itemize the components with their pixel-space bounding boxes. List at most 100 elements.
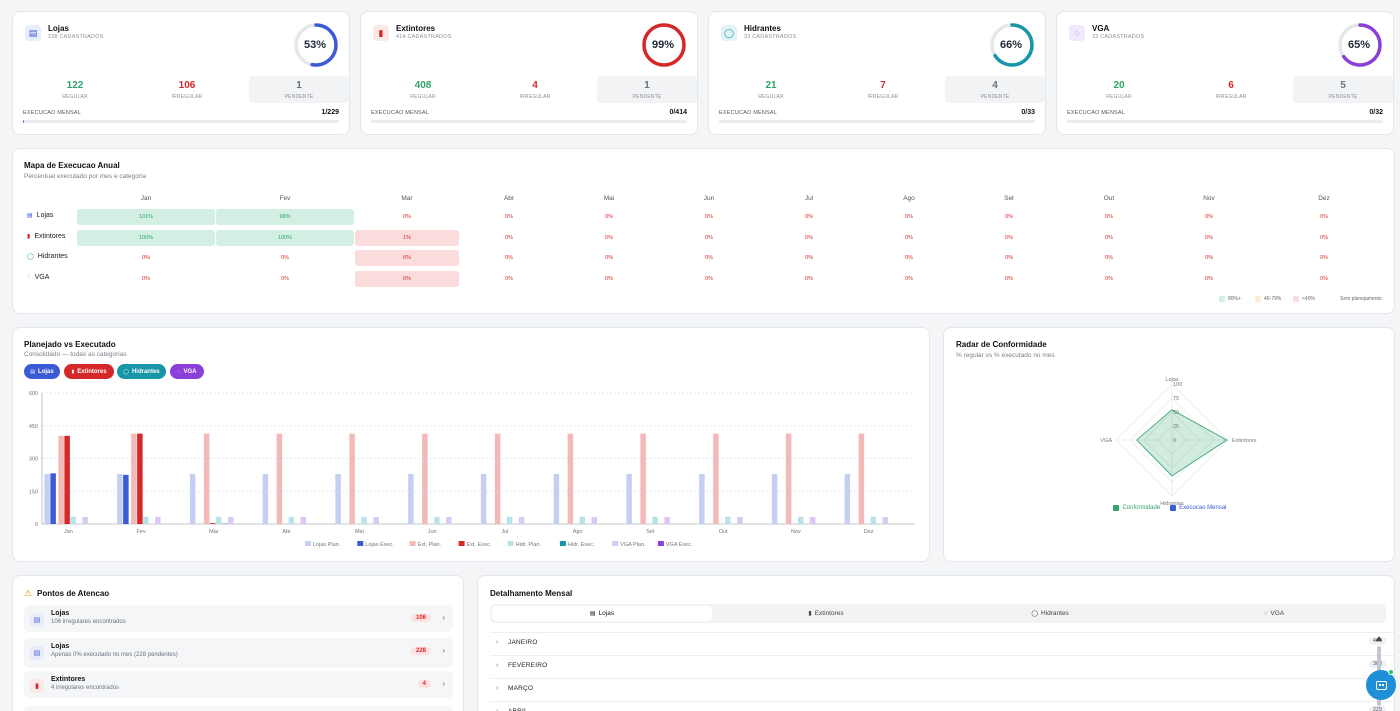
bar-vga-plan-jun[interactable] xyxy=(446,517,452,524)
heatmap-cell[interactable]: 1% xyxy=(355,229,459,246)
heatmap-cell[interactable]: 0% xyxy=(1320,275,1328,282)
heatmap-cell[interactable]: 0% xyxy=(1320,255,1328,261)
heatmap-cell[interactable]: 0% xyxy=(1005,275,1013,282)
bar-ext-plan-jun[interactable] xyxy=(422,433,428,524)
bar-ext-exec-mar[interactable] xyxy=(209,523,216,524)
bar-hidr-plan-abr[interactable] xyxy=(288,516,295,524)
attention-item[interactable]: ▤ Lojas Apenas 0% executado no mes (228 pe… xyxy=(24,638,453,668)
bar-lojas-plan-jul[interactable] xyxy=(480,474,487,524)
bar-lojas-exec-fev[interactable] xyxy=(123,474,129,524)
bar-ext-plan-set[interactable] xyxy=(640,433,646,524)
heatmap-cell[interactable]: 0% xyxy=(905,255,913,261)
bar-vga-plan-nov[interactable] xyxy=(809,517,816,524)
bar-vga-plan-mar[interactable] xyxy=(227,517,234,524)
bar-ext-plan-nov[interactable] xyxy=(785,433,792,524)
bar-lojas-plan-jun[interactable] xyxy=(408,474,414,524)
heatmap-cell[interactable]: 100% xyxy=(77,229,215,246)
bar-hidr-plan-nov[interactable] xyxy=(797,516,804,524)
heatmap-cell[interactable]: 0% xyxy=(1005,234,1013,241)
heatmap-cell[interactable]: 6% xyxy=(355,250,459,266)
heatmap-cell[interactable]: 0% xyxy=(1105,214,1113,220)
bar-lojas-plan-fev[interactable] xyxy=(117,474,123,524)
month-row[interactable]: › ABRIL 229 xyxy=(490,701,1394,711)
bar-vga-plan-fev[interactable] xyxy=(155,517,161,524)
assistant-button[interactable] xyxy=(1366,669,1396,700)
heatmap-cell[interactable]: 0% xyxy=(805,234,813,241)
bar-ext-plan-mai[interactable] xyxy=(349,433,355,524)
bar-hidr-plan-mar[interactable] xyxy=(215,516,222,524)
stat-card-hidrantes[interactable]: ◯ Hidrantes 33 CADASTRADOS 66% 21 REGULAR 7 IRR… xyxy=(708,11,1046,135)
heatmap-cell[interactable]: 0% xyxy=(1205,275,1213,282)
bar-lojas-plan-mai[interactable] xyxy=(335,474,341,524)
bar-lojas-plan-set[interactable] xyxy=(626,474,632,524)
heatmap-cell[interactable]: 0% xyxy=(1005,214,1013,220)
heatmap-cell[interactable]: 0% xyxy=(805,275,813,282)
bar-ext-plan-jul[interactable] xyxy=(494,433,501,524)
bar-vga-plan-ago[interactable] xyxy=(591,517,598,524)
attention-item[interactable]: ▮ Extintores 4 irregulares encontrados 4 › xyxy=(24,671,453,698)
scroll-up-arrow[interactable] xyxy=(1376,636,1382,641)
heatmap-cell[interactable]: 0% xyxy=(805,255,813,261)
heatmap-cell[interactable]: 100% xyxy=(216,229,354,246)
stat-card-lojas[interactable]: ▤ Lojas 228 CADASTRADOS 53% 122 REGULAR 106 IRR… xyxy=(12,11,350,135)
bar-ext-exec-fev[interactable] xyxy=(137,433,143,524)
heatmap-cell[interactable]: 0% xyxy=(505,214,513,220)
heatmap-cell[interactable]: 98% xyxy=(216,209,354,225)
heatmap-cell[interactable]: 0% xyxy=(1205,255,1213,261)
bar-ext-plan-fev[interactable] xyxy=(131,433,137,524)
heatmap-cell[interactable]: 0% xyxy=(1320,214,1328,220)
bar-lojas-plan-dez[interactable] xyxy=(844,474,851,524)
heatmap-cell[interactable]: 0% xyxy=(355,270,459,287)
heatmap-cell[interactable]: 0% xyxy=(605,214,613,220)
heatmap-cell[interactable]: 0% xyxy=(1205,234,1213,241)
bar-lojas-exec-jan[interactable] xyxy=(50,473,56,524)
heatmap-cell[interactable]: 0% xyxy=(1320,234,1328,241)
filter-lojas[interactable]: ▤ Lojas xyxy=(24,364,60,379)
month-row[interactable]: ›FEVEREIRO303 xyxy=(490,655,1394,675)
stat-card-extintores[interactable]: ▮ Extintores 414 CADASTRADOS 99% 408 REGULAR 4… xyxy=(360,11,698,135)
bar-hidr-plan-ago[interactable] xyxy=(579,516,586,524)
month-row[interactable]: › JANEIRO 409 xyxy=(490,632,1394,652)
filter-extintores[interactable]: ▮ Extintores xyxy=(64,364,114,379)
heatmap-cell[interactable]: 0% xyxy=(403,214,411,220)
heatmap-cell[interactable]: 101% xyxy=(77,209,215,225)
heatmap-cell[interactable]: 0% xyxy=(905,234,913,241)
bar-ext-plan-abr[interactable] xyxy=(276,433,283,524)
attention-item[interactable]: ▤ Lojas 106 irregulares encontrados 106 › xyxy=(24,605,453,632)
bar-ext-plan-jan[interactable] xyxy=(58,435,64,524)
bar-ext-plan-mar[interactable] xyxy=(203,433,210,524)
heatmap-cell[interactable]: 0% xyxy=(1105,255,1113,261)
heatmap-cell[interactable]: 0% xyxy=(605,255,613,261)
heatmap-cell[interactable]: 0% xyxy=(705,214,713,220)
heatmap-cell[interactable]: 0% xyxy=(1205,214,1213,220)
tab-vga[interactable]: ◌ VGA xyxy=(1164,606,1384,621)
heatmap-cell[interactable]: 0% xyxy=(281,255,289,261)
bar-vga-plan-mai[interactable] xyxy=(373,517,379,524)
bar-ext-plan-dez[interactable] xyxy=(858,433,865,524)
bar-hidr-plan-jul[interactable] xyxy=(506,516,513,524)
bar-hidr-plan-out[interactable] xyxy=(725,516,731,524)
bar-lojas-plan-out[interactable] xyxy=(699,474,705,524)
heatmap-cell[interactable]: 0% xyxy=(1105,234,1113,241)
heatmap-cell[interactable]: 0% xyxy=(705,234,713,241)
heatmap-cell[interactable]: 0% xyxy=(505,234,513,241)
bar-vga-plan-dez[interactable] xyxy=(882,517,889,524)
heatmap-cell[interactable]: 0% xyxy=(905,275,913,282)
filter-vga[interactable]: ◌ VGA xyxy=(170,364,204,379)
bar-ext-exec-jan[interactable] xyxy=(64,435,70,524)
bar-lojas-plan-nov[interactable] xyxy=(771,474,778,524)
attention-item[interactable] xyxy=(24,706,453,711)
heatmap-cell[interactable]: 0% xyxy=(805,214,813,220)
radar-series-conformidade[interactable] xyxy=(1136,409,1228,477)
bar-hidr-plan-fev[interactable] xyxy=(143,516,149,524)
heatmap-cell[interactable]: 0% xyxy=(905,214,913,220)
tab-hidrantes[interactable]: ◯ Hidrantes xyxy=(940,606,1160,621)
bar-ext-plan-ago[interactable] xyxy=(567,433,574,524)
bar-hidr-plan-dez[interactable] xyxy=(870,516,877,524)
heatmap-cell[interactable]: 0% xyxy=(705,275,713,282)
heatmap-cell[interactable]: 0% xyxy=(505,255,513,261)
bar-vga-plan-jul[interactable] xyxy=(518,517,525,524)
bar-lojas-plan-abr[interactable] xyxy=(262,474,269,524)
heatmap-cell[interactable]: 0% xyxy=(142,255,150,261)
